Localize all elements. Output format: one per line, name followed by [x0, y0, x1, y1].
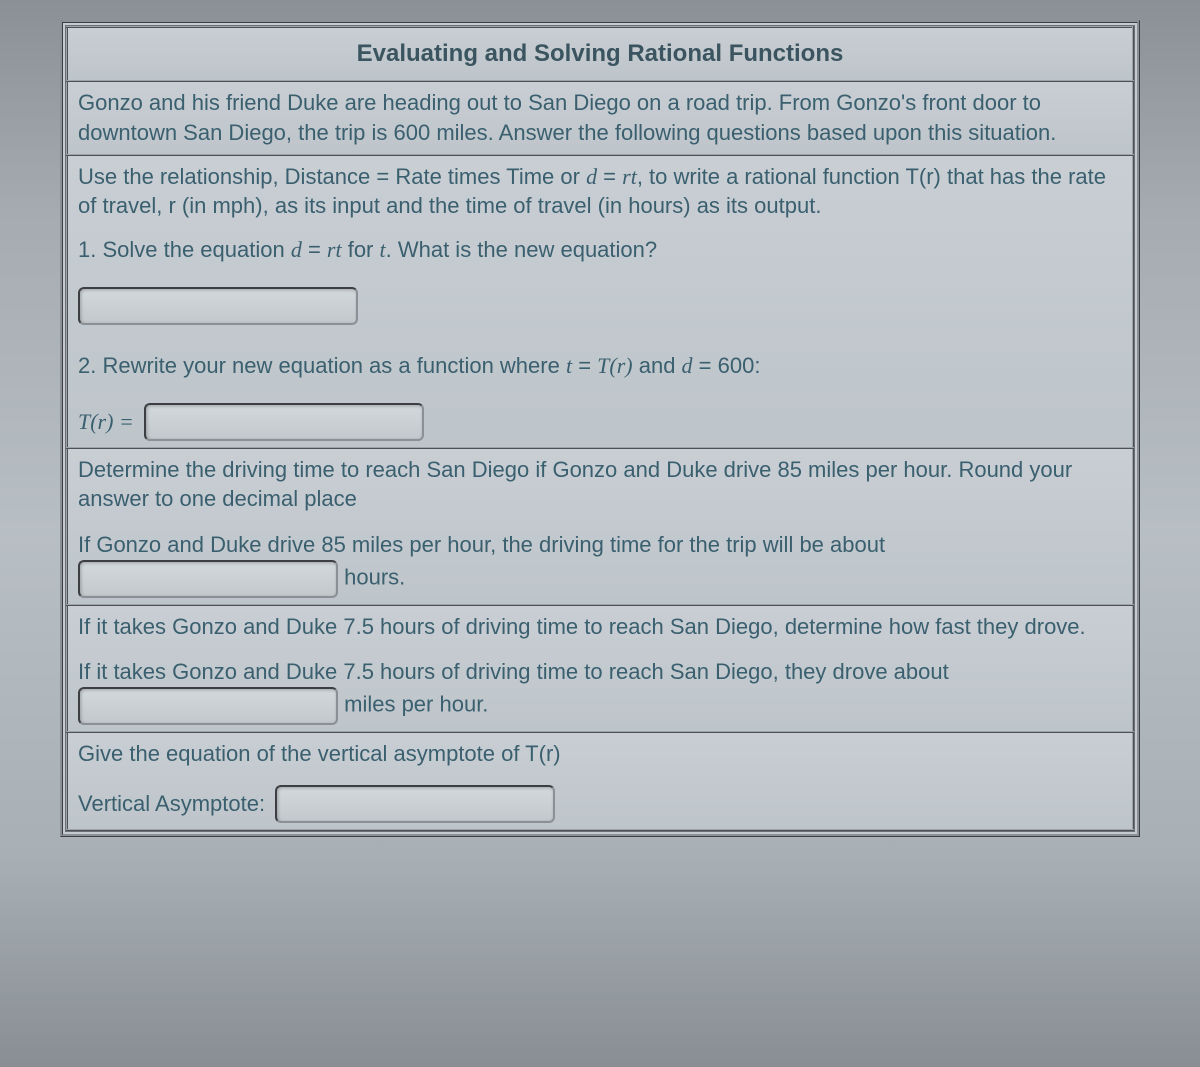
q2-label: T(r) = — [78, 407, 134, 437]
q2-eq1: = — [572, 353, 597, 378]
q4-prompt: If it takes Gonzo and Duke 7.5 hours of … — [78, 612, 1122, 642]
q2-Tr: T(r) — [597, 353, 632, 378]
q4-answer-input[interactable] — [78, 687, 338, 725]
q2-and: and — [633, 353, 682, 378]
q4-post: miles per hour. — [344, 691, 488, 716]
q1-rt: rt — [327, 237, 342, 262]
rt-var: rt — [622, 164, 637, 189]
q1-d: d — [291, 237, 302, 262]
q3-answer-input[interactable] — [78, 560, 338, 598]
q3-pre: If Gonzo and Duke drive 85 miles per hou… — [78, 532, 885, 557]
question-1: 1. Solve the equation d = rt for t. What… — [78, 235, 1122, 265]
worksheet-table: Evaluating and Solving Rational Function… — [66, 26, 1134, 831]
worksheet-inner: Evaluating and Solving Rational Function… — [65, 25, 1135, 832]
q5-cell: Give the equation of the vertical asympt… — [67, 732, 1133, 830]
title-cell: Evaluating and Solving Rational Function… — [67, 27, 1133, 81]
q3-post: hours. — [344, 564, 405, 589]
q3-prompt: Determine the driving time to reach San … — [78, 455, 1122, 514]
worksheet-title: Evaluating and Solving Rational Function… — [357, 40, 844, 67]
relationship-cell: Use the relationship, Distance = Rate ti… — [67, 155, 1133, 448]
q2-d: d — [682, 353, 693, 378]
eq-mid: = — [597, 164, 622, 189]
q5-prompt: Give the equation of the vertical asympt… — [78, 739, 1122, 769]
q1-answer-input[interactable] — [78, 287, 358, 325]
q1-pre: 1. Solve the equation — [78, 237, 291, 262]
intro-text: Gonzo and his friend Duke are heading ou… — [78, 90, 1056, 145]
q1-post: . What is the new equation? — [386, 237, 658, 262]
q4-pre: If it takes Gonzo and Duke 7.5 hours of … — [78, 659, 949, 684]
q2-eq2: = 600: — [693, 353, 761, 378]
d-var: d — [586, 164, 597, 189]
use-rel-pre: Use the relationship, Distance = Rate ti… — [78, 164, 586, 189]
q4-cell: If it takes Gonzo and Duke 7.5 hours of … — [67, 605, 1133, 732]
worksheet-frame: Evaluating and Solving Rational Function… — [60, 20, 1140, 837]
q3-cell: Determine the driving time to reach San … — [67, 448, 1133, 605]
q5-label: Vertical Asymptote: — [78, 789, 265, 819]
q2-pre: 2. Rewrite your new equation as a functi… — [78, 353, 566, 378]
q1-mid: = — [302, 237, 327, 262]
question-2: 2. Rewrite your new equation as a functi… — [78, 351, 1122, 381]
q5-answer-input[interactable] — [275, 785, 555, 823]
q2-answer-input[interactable] — [144, 403, 424, 441]
q1-for: for — [342, 237, 380, 262]
intro-cell: Gonzo and his friend Duke are heading ou… — [67, 81, 1133, 154]
